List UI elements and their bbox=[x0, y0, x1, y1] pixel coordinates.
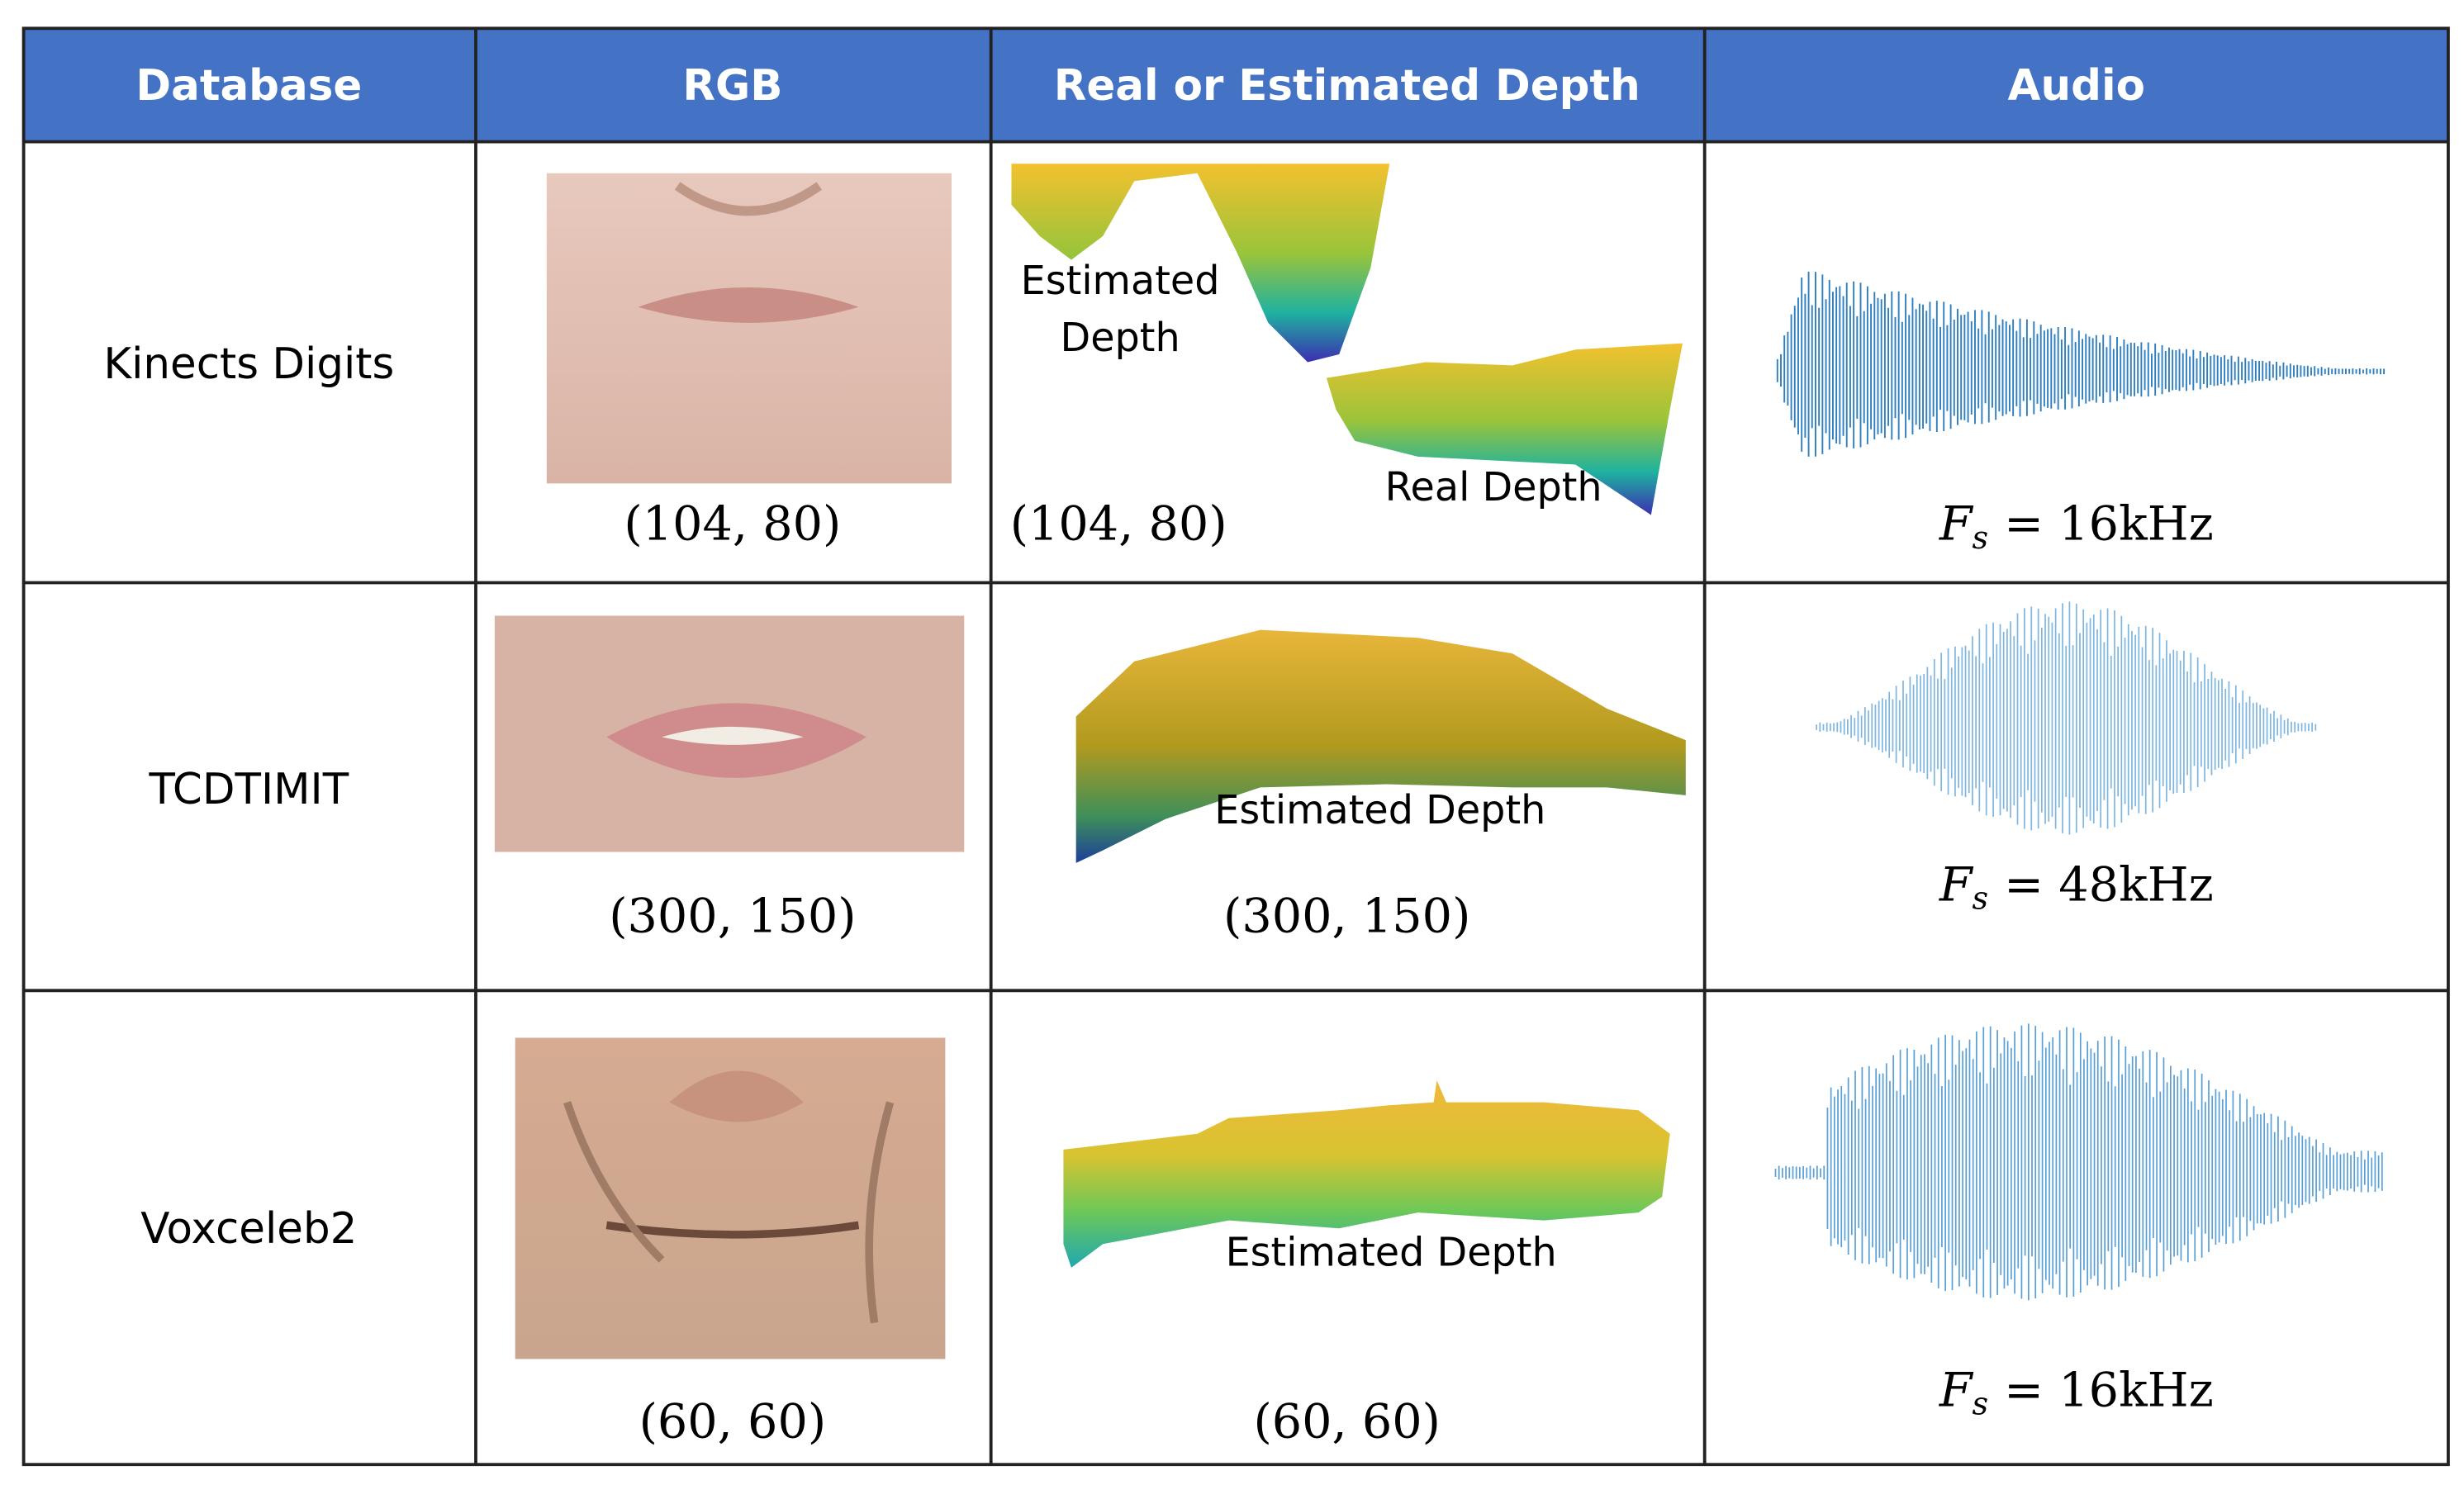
subscript: s bbox=[1973, 880, 1989, 916]
symbol: F bbox=[1939, 1363, 1974, 1417]
depth-size: (300, 150) bbox=[1223, 890, 1470, 944]
rgb-image bbox=[515, 1037, 946, 1359]
symbol: F bbox=[1939, 857, 1974, 912]
table-grid bbox=[21, 26, 2450, 1467]
sampling-rate: Fs = 16kHz bbox=[1939, 1363, 2214, 1421]
rate: = 16kHz bbox=[2004, 1363, 2214, 1417]
rgb-image bbox=[546, 173, 952, 484]
database-name: Voxceleb2 bbox=[140, 1204, 357, 1254]
header-cell: RGB bbox=[682, 61, 782, 111]
rgb-image bbox=[494, 615, 965, 852]
depth-label: Estimated bbox=[1021, 259, 1220, 304]
sampling-rate: Fs = 16kHz bbox=[1939, 497, 2214, 556]
database-name: TCDTIMIT bbox=[149, 765, 349, 814]
depth-plot bbox=[1075, 629, 1686, 863]
rate: = 48kHz bbox=[2004, 857, 2214, 912]
depth-size: (104, 80) bbox=[1010, 497, 1227, 552]
rgb-size: (60, 60) bbox=[639, 1395, 827, 1449]
header-background bbox=[23, 28, 2448, 142]
depth-label: Estimated Depth bbox=[1226, 1231, 1557, 1276]
depth-label: Real Depth bbox=[1385, 465, 1602, 510]
symbol: F bbox=[1939, 497, 1974, 552]
depth-plot bbox=[1063, 1079, 1670, 1268]
header-cell: Database bbox=[135, 61, 362, 111]
header-cell: Real or Estimated Depth bbox=[1054, 61, 1640, 111]
audio-waveform bbox=[1816, 601, 2317, 835]
audio-waveform bbox=[1774, 1023, 2383, 1301]
depth-plot bbox=[1011, 164, 1683, 515]
rgb-size: (104, 80) bbox=[624, 497, 841, 552]
subscript: s bbox=[1973, 1385, 1989, 1421]
subscript: s bbox=[1973, 519, 1989, 555]
sampling-rate: Fs = 48kHz bbox=[1939, 857, 2214, 916]
rgb-size: (300, 150) bbox=[609, 890, 856, 944]
rate: = 16kHz bbox=[2004, 497, 2214, 552]
depth-label: Estimated Depth bbox=[1214, 788, 1545, 833]
depth-size: (60, 60) bbox=[1253, 1395, 1441, 1449]
header-cell: Audio bbox=[2008, 61, 2145, 111]
database-name: Kinects Digits bbox=[103, 339, 394, 389]
audio-waveform bbox=[1776, 271, 2386, 457]
depth-label: Depth bbox=[1060, 316, 1180, 361]
